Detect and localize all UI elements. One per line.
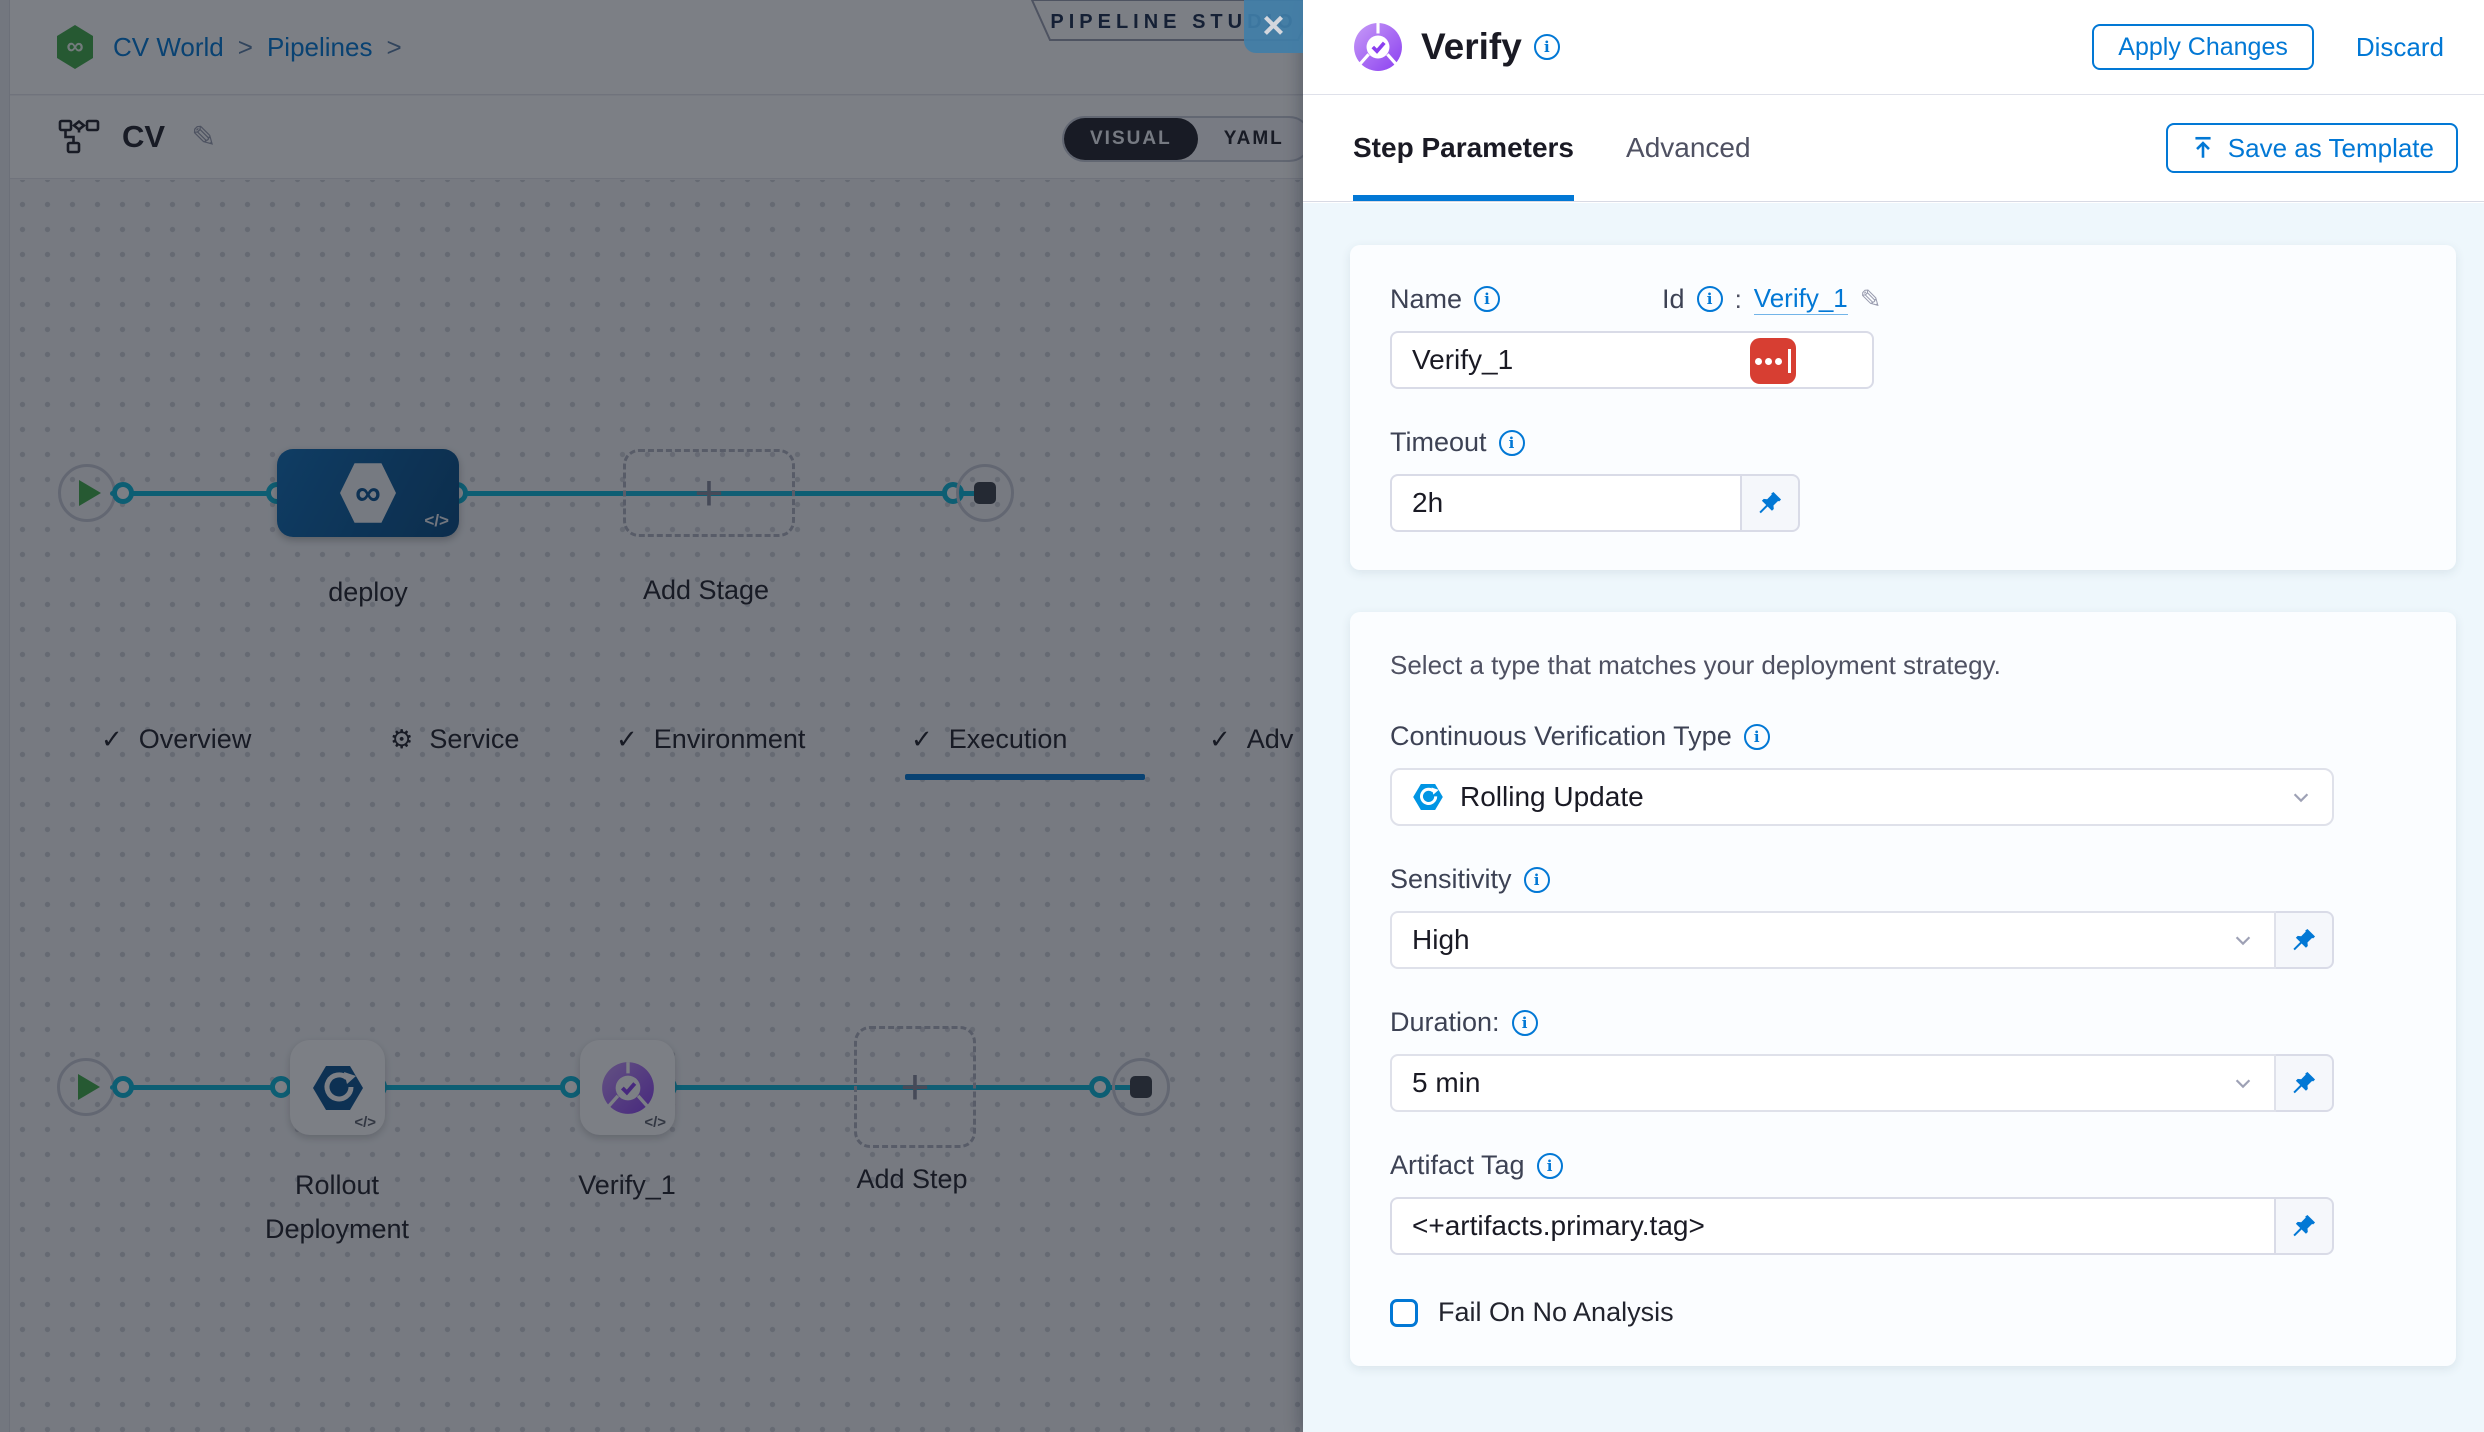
tab-advanced[interactable]: Advanced: [1626, 132, 1751, 163]
name-label: Name: [1390, 283, 1463, 314]
id-separator: :: [1734, 283, 1742, 314]
step-config-drawer: × Verify i Apply Changes Discard St: [1244, 0, 2484, 1432]
timeout-input[interactable]: [1390, 474, 1742, 532]
sensitivity-select[interactable]: High: [1390, 911, 2276, 969]
chevron-down-icon: [2232, 1072, 2254, 1094]
strategy-hint-text: Select a type that matches your deployme…: [1390, 650, 2001, 680]
pipeline-studio-background: ∞ CV World > Pipelines > CV ✎: [0, 0, 1303, 1432]
verify-step-icon: [1353, 22, 1403, 72]
discard-button[interactable]: Discard: [2355, 31, 2444, 62]
cv-type-label: Continuous Verification Type: [1390, 721, 1732, 751]
duration-value: 5 min: [1412, 1067, 1481, 1098]
info-icon[interactable]: i: [1511, 1009, 1538, 1036]
artifact-tag-label: Artifact Tag: [1390, 1150, 1525, 1180]
save-as-template-label: Save as Template: [2227, 132, 2434, 163]
password-manager-extension-icon[interactable]: [1750, 338, 1796, 384]
save-as-template-button[interactable]: Save as Template: [2165, 123, 2458, 173]
name-input[interactable]: [1390, 331, 1874, 389]
upload-icon: [2190, 135, 2216, 161]
pin-input-type-button[interactable]: [1742, 474, 1800, 532]
pin-input-type-button[interactable]: [2276, 911, 2334, 969]
verification-settings-card: Select a type that matches your deployme…: [1350, 612, 2456, 1366]
edit-id-icon[interactable]: ✎: [1859, 283, 1882, 314]
chevron-down-icon: [2290, 786, 2312, 808]
info-icon[interactable]: i: [1498, 429, 1525, 456]
cv-type-select[interactable]: Rolling Update: [1390, 768, 2334, 826]
fail-on-no-analysis-checkbox[interactable]: [1390, 1298, 1418, 1327]
info-icon[interactable]: i: [1474, 286, 1501, 312]
apply-changes-button[interactable]: Apply Changes: [2092, 24, 2314, 70]
fail-on-no-analysis-label: Fail On No Analysis: [1438, 1297, 1674, 1327]
pin-input-type-button[interactable]: [2276, 1197, 2334, 1255]
id-label: Id: [1662, 283, 1685, 314]
close-drawer-button[interactable]: ×: [1244, 0, 1303, 53]
drawer-body: Name i Id i : Verify_1 ✎ Timeout: [1303, 203, 2484, 1432]
duration-label: Duration:: [1390, 1007, 1500, 1037]
tab-step-parameters[interactable]: Step Parameters: [1353, 95, 1575, 201]
drawer-title: Verify: [1421, 26, 1522, 67]
rolling-update-icon: [1412, 781, 1444, 813]
timeout-label: Timeout: [1390, 427, 1487, 457]
info-icon[interactable]: i: [1533, 34, 1560, 60]
info-icon[interactable]: i: [1743, 723, 1770, 750]
id-value-link[interactable]: Verify_1: [1753, 283, 1848, 315]
artifact-tag-input[interactable]: [1390, 1197, 2276, 1255]
drawer-tabs: Step Parameters Advanced Save as Templat…: [1303, 95, 2484, 202]
cv-type-value: Rolling Update: [1460, 781, 1644, 812]
info-icon[interactable]: i: [1523, 866, 1550, 893]
drawer-header: Verify i Apply Changes Discard: [1303, 0, 2484, 95]
sensitivity-value: High: [1412, 924, 1470, 955]
sensitivity-label: Sensitivity: [1390, 864, 1512, 894]
pin-input-type-button[interactable]: [2276, 1054, 2334, 1112]
duration-select[interactable]: 5 min: [1390, 1054, 2276, 1112]
identity-card: Name i Id i : Verify_1 ✎ Timeout: [1350, 245, 2456, 570]
chevron-down-icon: [2232, 929, 2254, 951]
dim-overlay: [0, 0, 1303, 1432]
info-icon[interactable]: i: [1536, 1152, 1563, 1179]
info-icon[interactable]: i: [1696, 286, 1723, 312]
